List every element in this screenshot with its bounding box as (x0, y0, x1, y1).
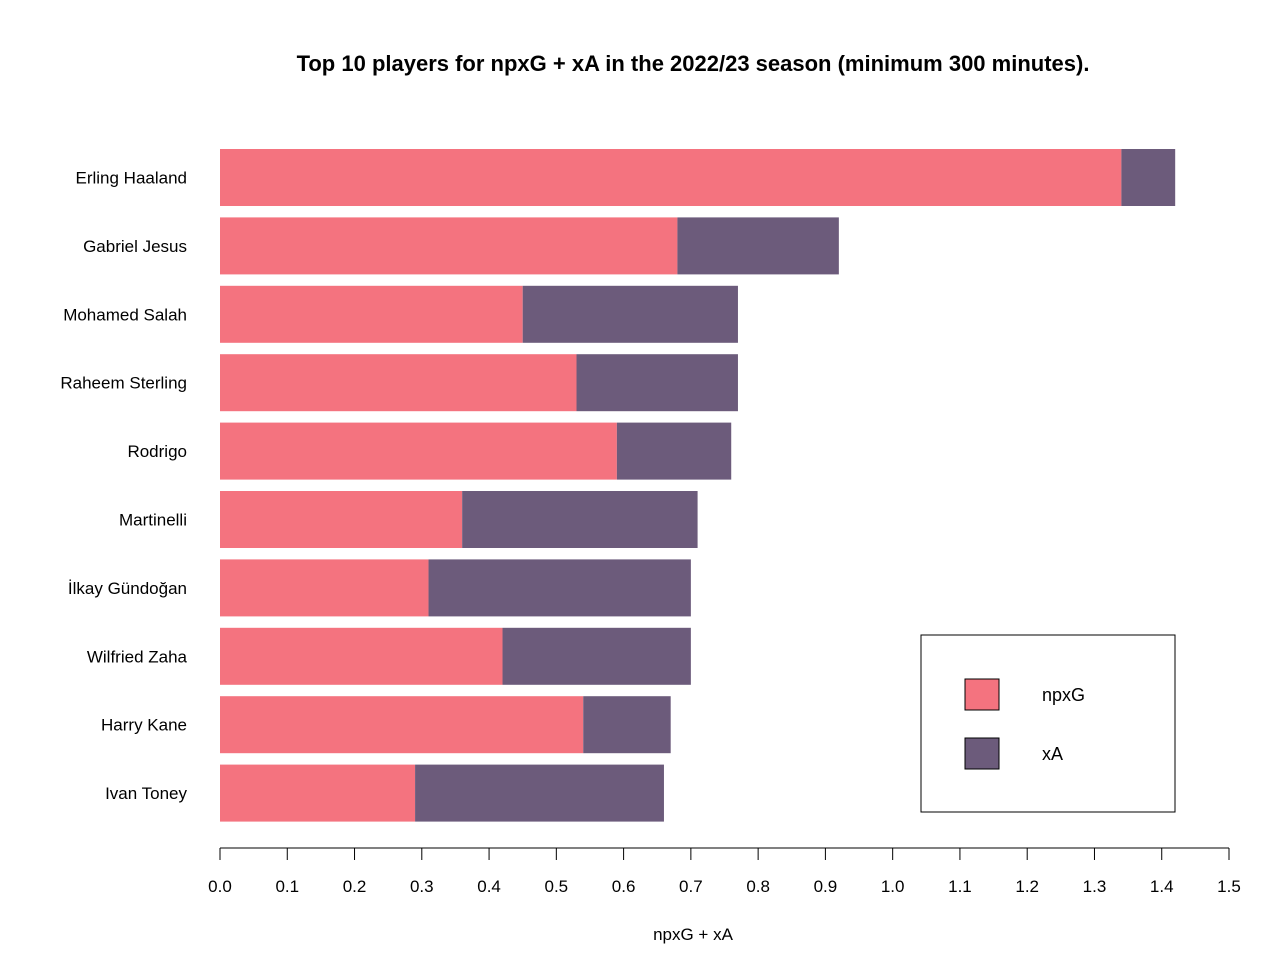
player-label: Mohamed Salah (63, 305, 187, 324)
player-label: Gabriel Jesus (83, 237, 187, 256)
x-tick-label: 1.5 (1217, 877, 1241, 896)
x-tick-label: 1.2 (1015, 877, 1039, 896)
bar-xa-7 (502, 627, 691, 685)
x-tick-label: 0.4 (477, 877, 501, 896)
bar-npxg-9 (220, 764, 416, 822)
bar-npxg-4 (220, 422, 617, 480)
x-tick-label: 0.1 (275, 877, 299, 896)
x-tick-label: 1.4 (1150, 877, 1174, 896)
player-label: Martinelli (119, 511, 187, 530)
x-axis: 0.0 0.1 0.2 0.3 0.4 0.5 0.6 0.7 0.8 0.9 1.0 1.1 1.2 1… (208, 847, 1241, 896)
bar-xa-1 (677, 217, 839, 275)
x-tick-label: 1.3 (1083, 877, 1107, 896)
bar-npxg-0 (220, 149, 1122, 206)
legend-swatch-npxg (964, 678, 1000, 711)
bar-npxg-5 (220, 491, 463, 548)
x-tick-label: 0.9 (814, 877, 838, 896)
bar-npxg-1 (220, 217, 678, 275)
bar-xa-8 (583, 696, 671, 754)
player-label: Rodrigo (127, 442, 187, 461)
x-tick-label: 0.2 (343, 877, 367, 896)
bar-npxg-8 (220, 696, 584, 754)
x-tick-label: 1.1 (948, 877, 972, 896)
legend-label-xa: xA (1042, 744, 1063, 764)
bar-xa-6 (428, 559, 691, 617)
player-label: Harry Kane (101, 716, 187, 735)
player-label: İlkay Gündoğan (68, 579, 187, 598)
player-label: Raheem Sterling (60, 374, 187, 393)
bar-npxg-7 (220, 627, 503, 685)
player-label: Ivan Toney (105, 784, 187, 803)
bar-xa-9 (415, 764, 664, 822)
x-tick-label: 0.6 (612, 877, 636, 896)
chart-title: Top 10 players for npxG + xA in the 2022… (297, 51, 1090, 76)
x-tick-label: 0.5 (545, 877, 569, 896)
bar-npxg-6 (220, 559, 429, 617)
bar-npxg-3 (220, 354, 577, 412)
bar-xa-3 (576, 354, 738, 412)
legend-box (920, 634, 1176, 813)
x-tick-label: 0.8 (746, 877, 770, 896)
player-label: Wilfried Zaha (87, 647, 188, 666)
bar-npxg-2 (220, 285, 523, 343)
bar-xa-0 (1121, 149, 1176, 206)
x-tick-label: 1.0 (881, 877, 905, 896)
x-tick-label: 0.0 (208, 877, 232, 896)
bar-xa-5 (462, 491, 698, 548)
x-tick-label: 0.7 (679, 877, 703, 896)
bar-xa-2 (522, 285, 738, 343)
legend: npxG xA (920, 634, 1176, 813)
player-label: Erling Haaland (75, 169, 187, 188)
player-labels: Erling Haaland Gabriel Jesus Mohamed Salah… (60, 169, 187, 804)
legend-swatch-xa (964, 737, 1000, 770)
legend-label-npxg: npxG (1042, 685, 1085, 705)
bar-xa-4 (616, 422, 732, 480)
x-axis-title: npxG + xA (653, 925, 734, 944)
x-tick-label: 0.3 (410, 877, 434, 896)
bars (220, 149, 1176, 822)
